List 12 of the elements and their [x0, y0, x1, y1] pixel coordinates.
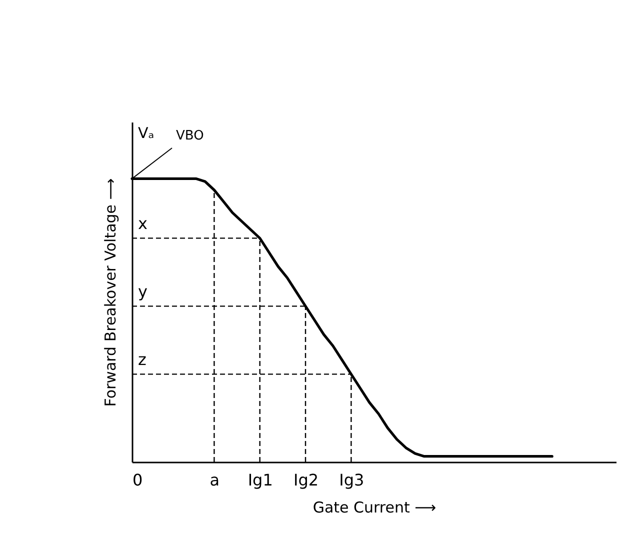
- x-tick-label: a: [210, 470, 220, 490]
- y-axis-title: Forward Breakover Voltage ⟶: [102, 178, 120, 407]
- text: Vₐ: [138, 124, 154, 142]
- ref-line-label: y: [138, 282, 148, 302]
- x-axis-title: Gate Current ⟶: [312, 498, 436, 516]
- x-tick-label: Ig2: [293, 470, 319, 490]
- ref-line-label: x: [138, 214, 148, 234]
- x-tick-label: Ig3: [339, 470, 364, 490]
- x-tick-label: 0: [132, 470, 143, 490]
- x-tick-label: Ig1: [248, 470, 273, 490]
- ref-line-label: z: [138, 350, 146, 370]
- annotation: VBO: [176, 128, 204, 144]
